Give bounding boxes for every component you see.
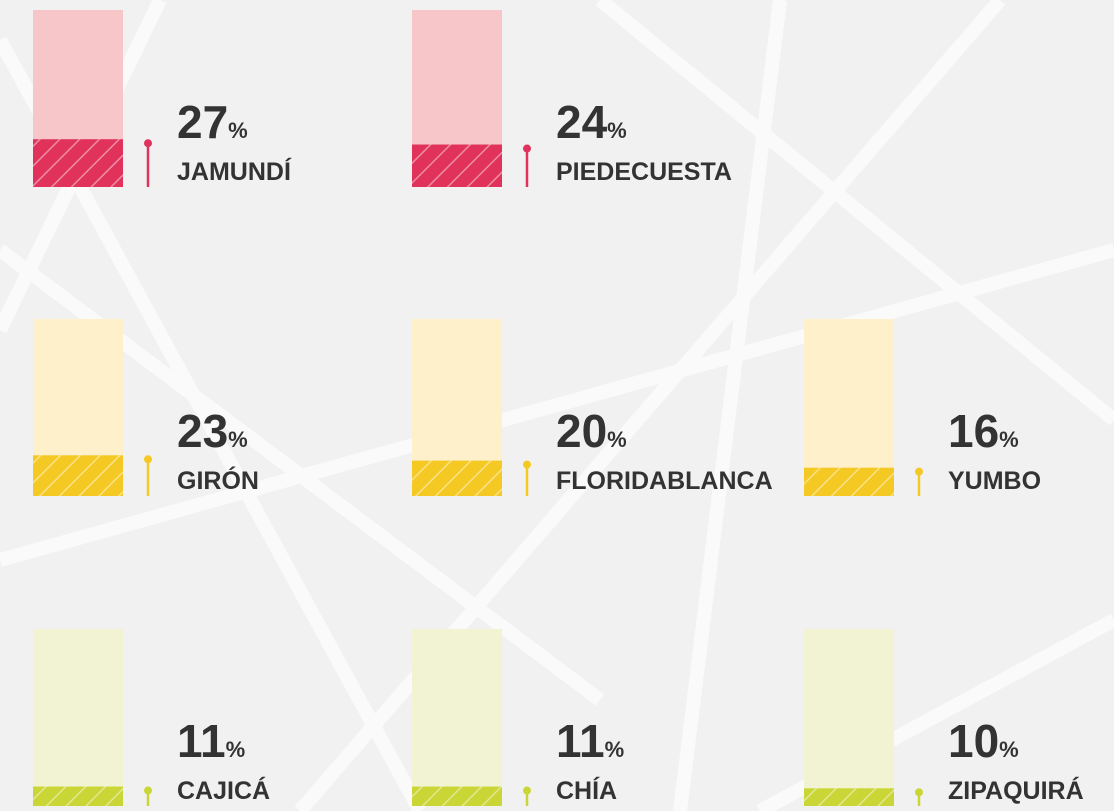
bar-hatch (33, 455, 123, 496)
category-label: ZIPAQUIRÁ (948, 776, 1084, 805)
bar-hatch (804, 467, 894, 496)
value-label: 11% (556, 715, 624, 767)
pin-head (523, 460, 531, 469)
pin-head (144, 139, 152, 148)
pin-head (523, 144, 531, 153)
pin-head (915, 788, 923, 797)
tiles: 27% JAMUNDÍ 24% PIEDECUESTA 23% GIRÓN 20% FLORI… (33, 10, 1084, 806)
category-label: CAJICÁ (177, 776, 270, 805)
pin-head (144, 786, 152, 795)
bar-hatch (412, 460, 502, 496)
bar-track (804, 319, 894, 496)
value-label: 16% (948, 405, 1019, 457)
category-label: CHÍA (556, 776, 617, 805)
pin-head (523, 786, 531, 795)
category-label: JAMUNDÍ (177, 157, 292, 186)
bar-hatch (33, 139, 123, 187)
bar-track (412, 629, 502, 806)
category-label: YUMBO (948, 467, 1041, 495)
category-label: GIRÓN (177, 465, 259, 495)
bar-track (33, 629, 123, 806)
value-label: 24% (556, 96, 627, 148)
pin-head (915, 467, 923, 476)
category-label: FLORIDABLANCA (556, 467, 773, 495)
bar-hatch (412, 786, 502, 806)
bar-hatch (804, 788, 894, 806)
bar-track (804, 629, 894, 806)
bar-hatch (412, 144, 502, 187)
value-label: 27% (177, 96, 248, 148)
pin-head (144, 455, 152, 464)
bar-hatch (33, 786, 123, 806)
value-label: 23% (177, 405, 248, 457)
value-label: 20% (556, 405, 627, 457)
category-label: PIEDECUESTA (556, 158, 732, 186)
value-label: 11% (177, 715, 245, 767)
value-label: 10% (948, 715, 1019, 767)
